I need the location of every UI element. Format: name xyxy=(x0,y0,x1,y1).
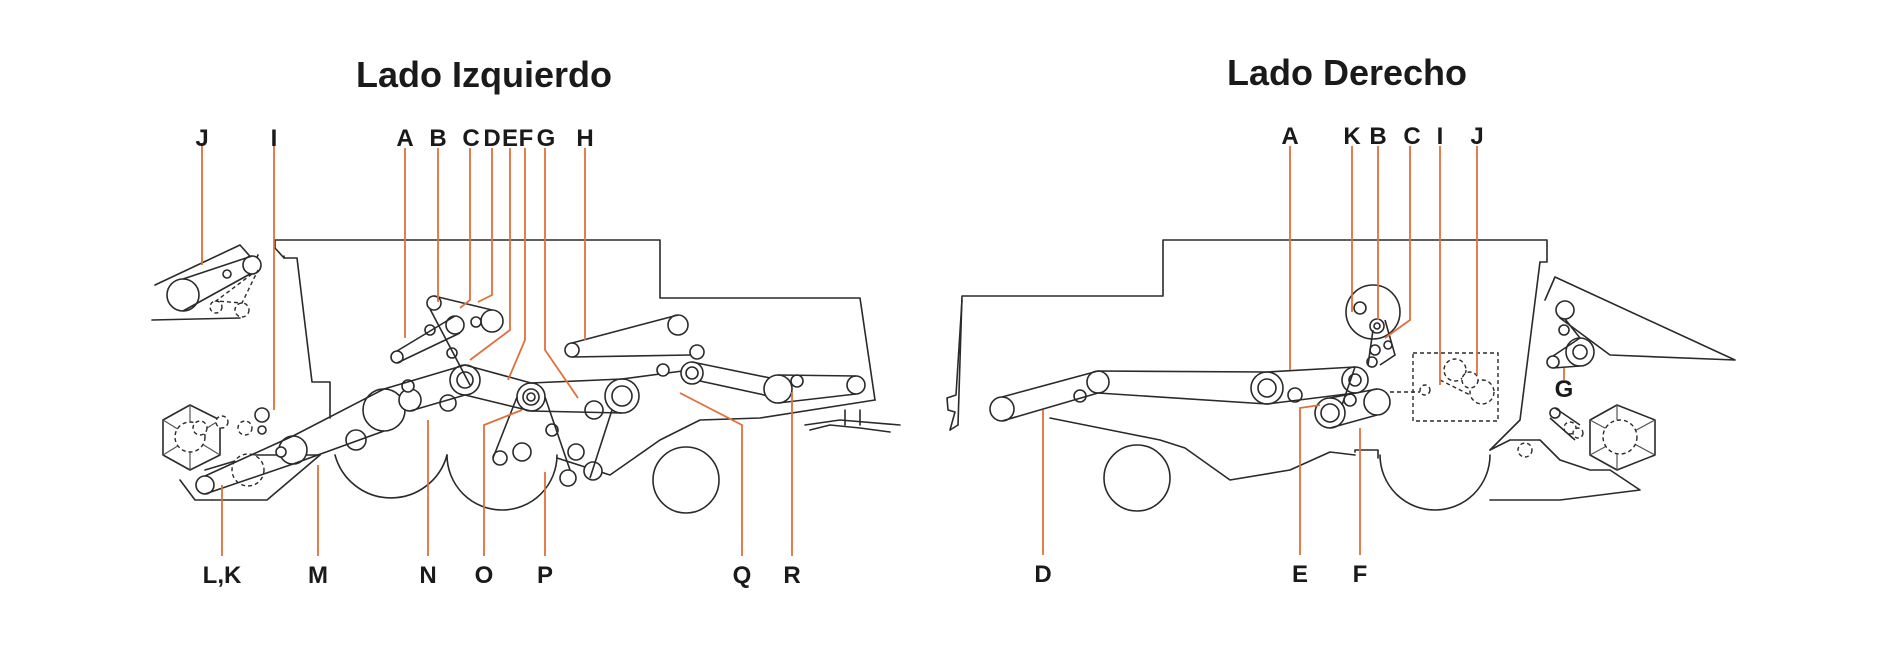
left-label-n: N xyxy=(419,562,436,589)
left-label-d: D xyxy=(483,125,500,152)
left-panel: Lado Izquierdo xyxy=(151,54,901,589)
right-callout-labels: A K B C I J G D E F xyxy=(1034,123,1573,588)
right-panel-title: Lado Derecho xyxy=(1227,52,1467,93)
right-label-i: I xyxy=(1437,123,1444,150)
left-label-o: O xyxy=(475,562,494,589)
left-panel-title: Lado Izquierdo xyxy=(356,54,612,95)
right-label-j: J xyxy=(1470,123,1483,150)
left-label-p: P xyxy=(537,562,553,589)
left-label-i: I xyxy=(271,125,278,152)
right-label-g: G xyxy=(1555,376,1574,403)
left-label-r: R xyxy=(783,562,800,589)
left-callout-labels: J I A B C D E F G H L,K M N O P Q R xyxy=(195,125,800,589)
left-label-j: J xyxy=(195,125,208,152)
left-label-lk: L,K xyxy=(203,562,242,589)
right-label-e: E xyxy=(1292,561,1308,588)
right-label-a: A xyxy=(1281,123,1298,150)
right-header-reel xyxy=(1517,404,1656,471)
left-leader-lines xyxy=(201,143,793,556)
left-label-h: H xyxy=(576,125,593,152)
left-belt-drives xyxy=(192,295,866,495)
right-label-d: D xyxy=(1034,561,1051,588)
left-label-c: C xyxy=(462,125,479,152)
right-machine-outline xyxy=(946,239,1736,512)
right-belt-drives xyxy=(989,284,1595,429)
right-leader-lines xyxy=(1042,146,1565,555)
left-drive-j xyxy=(166,255,262,318)
left-label-f: F xyxy=(519,125,534,152)
right-label-k: K xyxy=(1343,123,1361,150)
right-panel: Lado Derecho xyxy=(946,52,1736,588)
left-label-e: E xyxy=(502,125,518,152)
left-label-q: Q xyxy=(733,562,752,589)
right-label-c: C xyxy=(1403,123,1420,150)
left-label-m: M xyxy=(308,562,328,589)
right-label-b: B xyxy=(1369,123,1386,150)
left-label-a: A xyxy=(396,125,413,152)
right-label-f: F xyxy=(1353,561,1368,588)
left-label-g: G xyxy=(537,125,556,152)
left-label-b: B xyxy=(429,125,446,152)
